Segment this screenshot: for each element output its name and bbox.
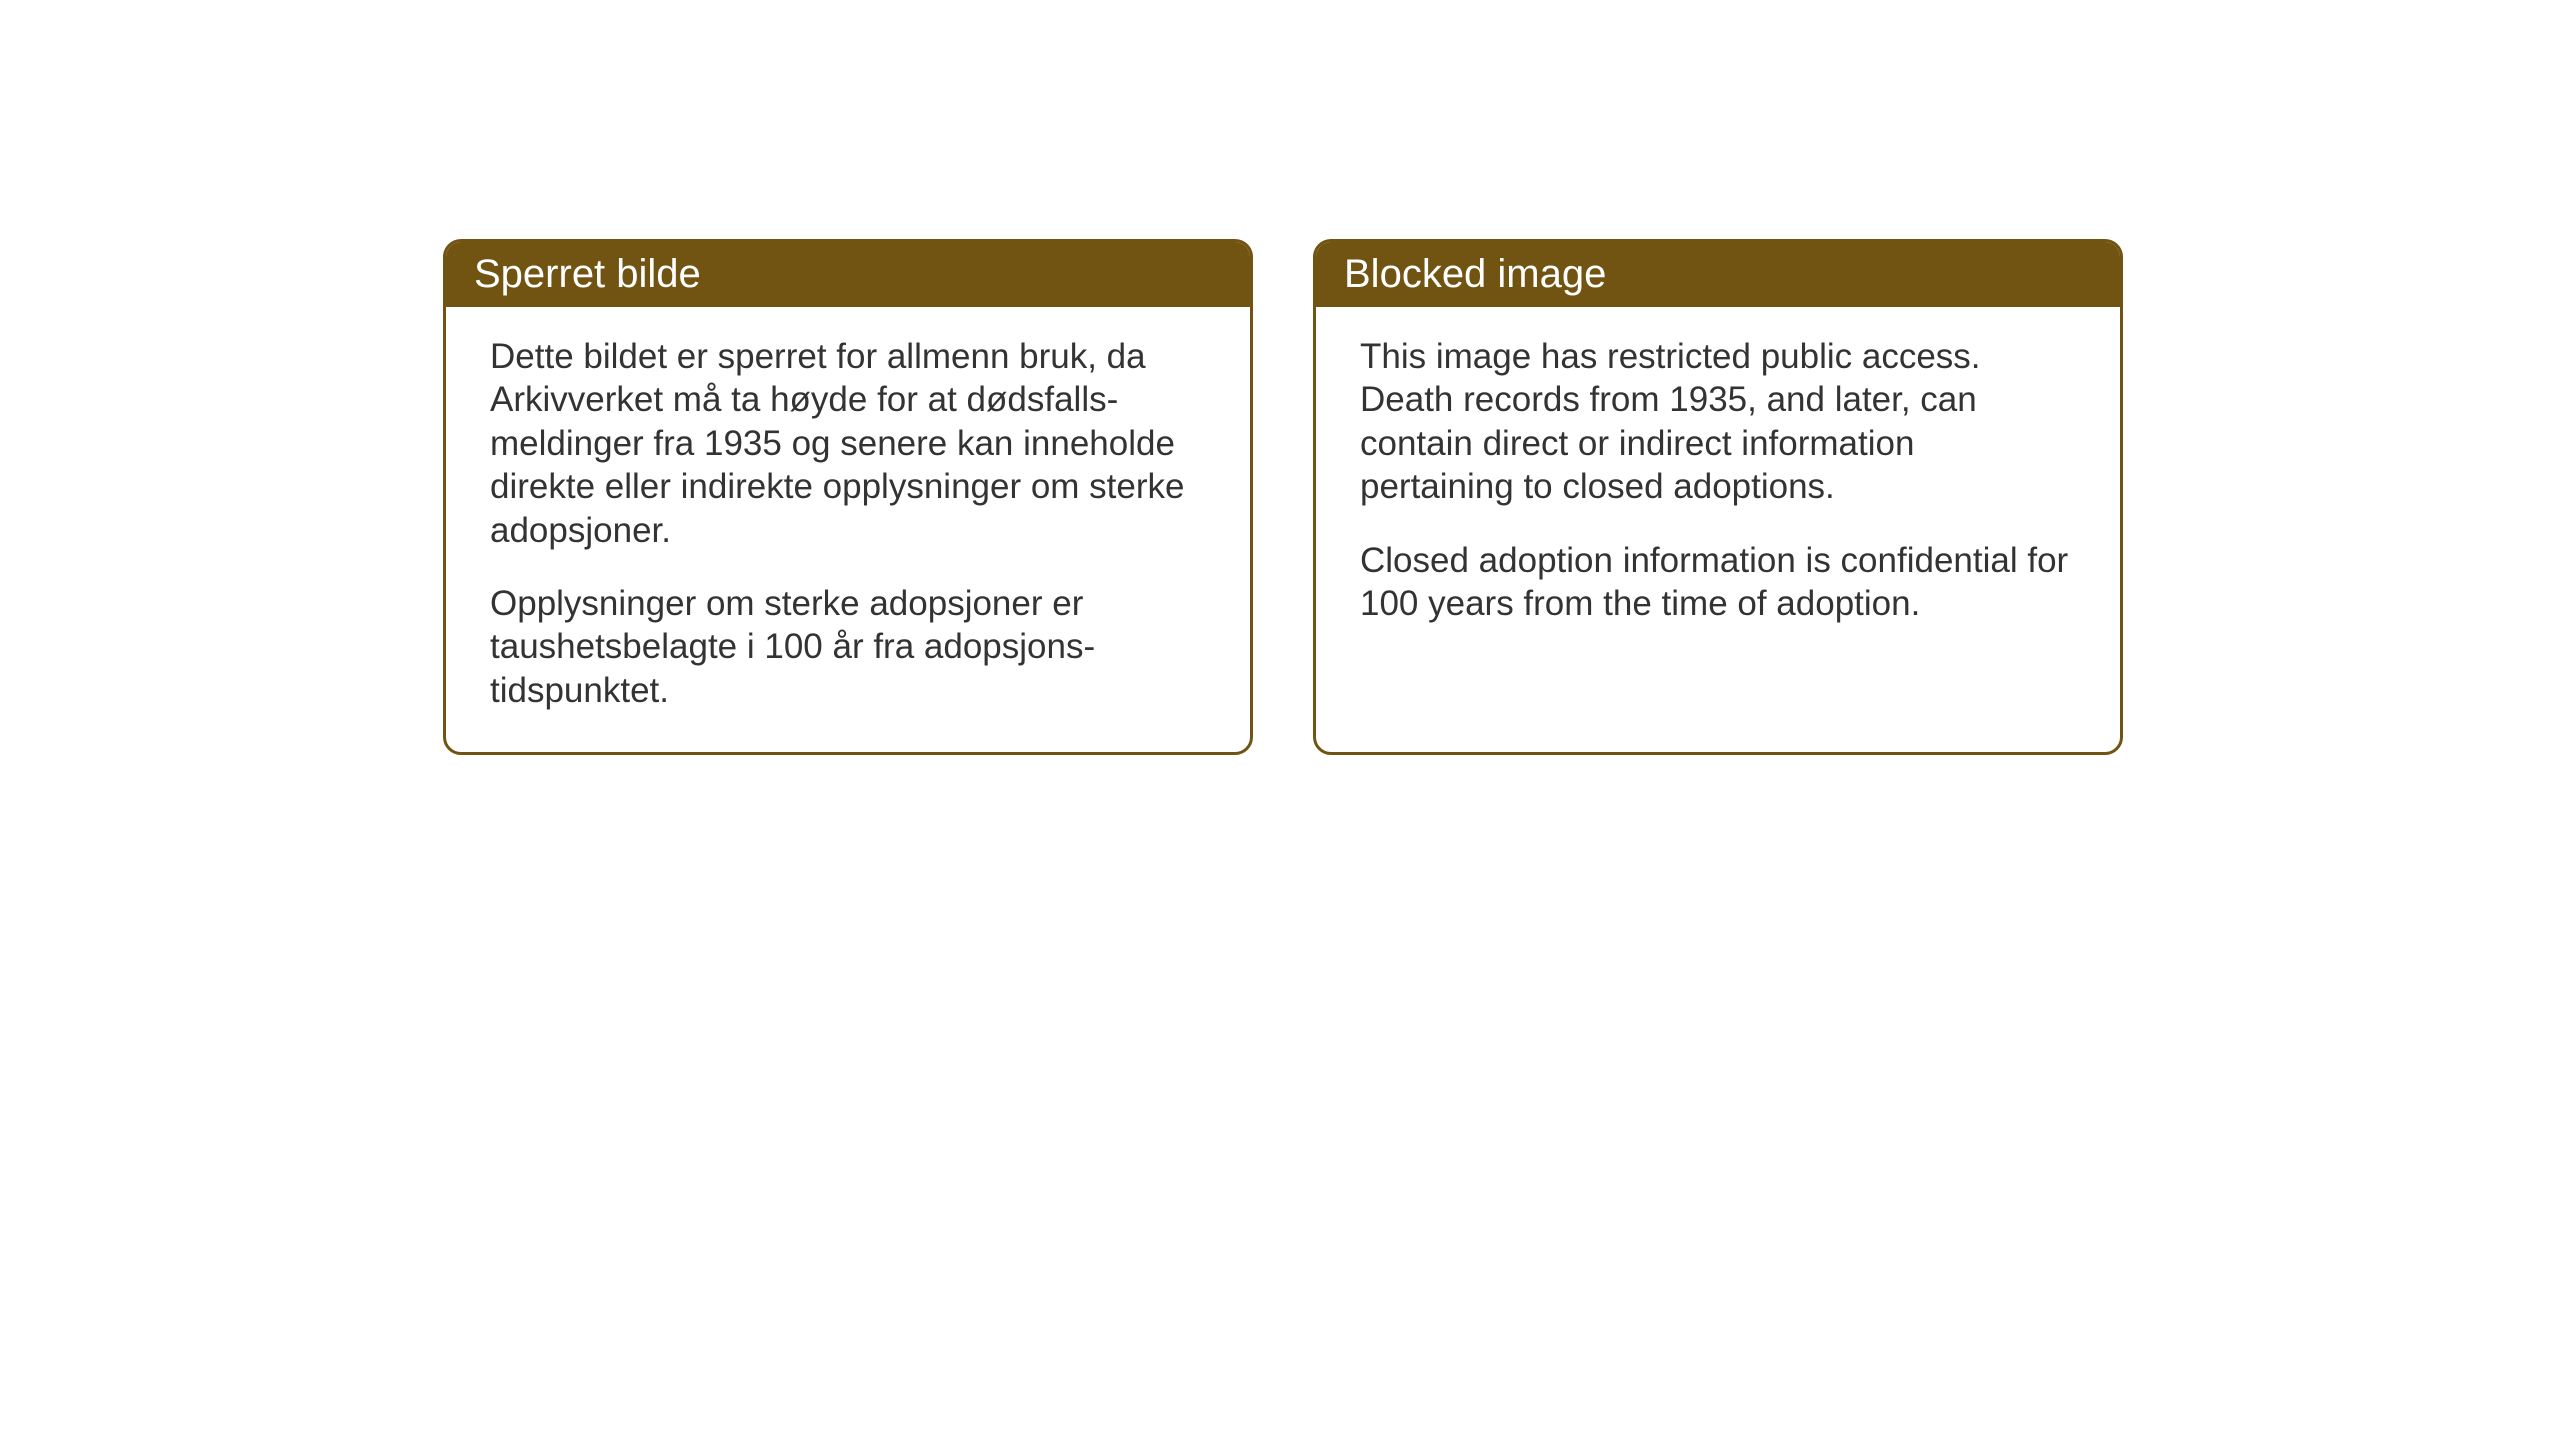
card-body-norwegian: Dette bildet er sperret for allmenn bruk… [446, 307, 1250, 752]
card-header-norwegian: Sperret bilde [446, 242, 1250, 307]
notice-card-norwegian: Sperret bilde Dette bildet er sperret fo… [443, 239, 1253, 755]
card-paragraph: This image has restricted public access.… [1360, 335, 2076, 509]
card-body-english: This image has restricted public access.… [1316, 307, 2120, 665]
card-header-english: Blocked image [1316, 242, 2120, 307]
card-paragraph: Opplysninger om sterke adopsjoner er tau… [490, 582, 1206, 712]
card-paragraph: Closed adoption information is confident… [1360, 539, 2076, 626]
notice-card-english: Blocked image This image has restricted … [1313, 239, 2123, 755]
notice-container: Sperret bilde Dette bildet er sperret fo… [443, 239, 2123, 755]
card-title-english: Blocked image [1344, 252, 1606, 296]
card-title-norwegian: Sperret bilde [474, 252, 701, 296]
card-paragraph: Dette bildet er sperret for allmenn bruk… [490, 335, 1206, 552]
